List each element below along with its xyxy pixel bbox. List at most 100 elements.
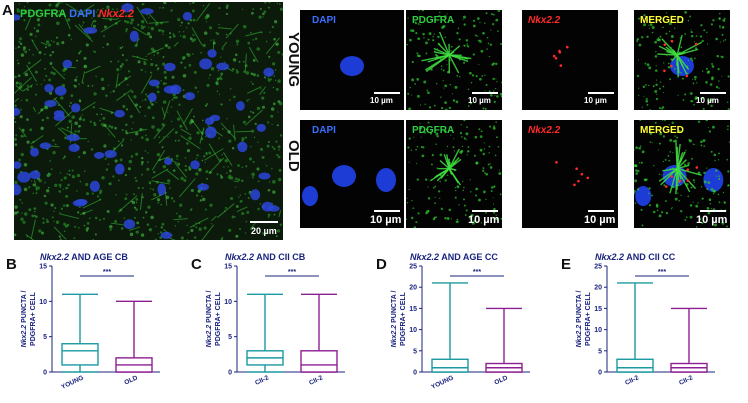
- y-tick-label: 10: [39, 299, 47, 306]
- chart-title-rest: AND AGE CC: [439, 252, 498, 262]
- chart-svg: Nkx2.2 PUNCTA / PDGFRA+ CELL 0 5 10 15 20 25 CII…: [576, 264, 715, 387]
- channel-panel-young-pdgfra: PDGFRA 10 µm: [406, 10, 502, 110]
- box-2: [670, 307, 708, 373]
- y-tick-label: 25: [409, 264, 417, 271]
- chart-b: Nkx2.2 PUNCTA / PDGFRA+ CELL 0 5 10 15 YOUNG OL…: [0, 250, 185, 400]
- scale-text: 10 µm: [468, 96, 491, 105]
- y-tick-label: 25: [594, 264, 602, 271]
- chart-c: Nkx2.2 PUNCTA / PDGFRA+ CELL 0 5 10 15 CII-2 CI…: [185, 250, 370, 400]
- overview-label-dapi: DAPI: [69, 8, 96, 20]
- y-axis-label: Nkx2.2 PUNCTA /: [21, 291, 28, 348]
- overview-image: [14, 2, 283, 240]
- scale-bar: [700, 92, 726, 94]
- y-tick-label: 5: [228, 334, 232, 341]
- channel-label: MERGED: [640, 15, 684, 26]
- box-1: [61, 293, 99, 373]
- y-tick-label: 5: [413, 348, 417, 355]
- y-tick-label: 20: [409, 285, 417, 292]
- y-tick-label: 0: [598, 370, 602, 377]
- y-axis-label-line2: PDGFRA+ CELL: [585, 291, 592, 346]
- scale-text: 10 µm: [370, 214, 402, 226]
- channel-label: DAPI: [312, 125, 336, 136]
- channel-panel-young-nkx22: Nkx2.2 10 µm: [522, 10, 618, 110]
- x-tick-label: YOUNG: [430, 374, 455, 390]
- channel-panel-old-dapi: DAPI 10 µm: [300, 120, 404, 228]
- y-tick-label: 10: [409, 327, 417, 334]
- chart-title-gene: Nkx2.2: [410, 252, 440, 262]
- box-2: [300, 293, 338, 373]
- overview-micrograph: PDGFRA DAPI Nkx2.2 20 µm: [14, 2, 283, 240]
- chart-svg: Nkx2.2 PUNCTA / PDGFRA+ CELL 0 5 10 15 YOUNG OL…: [21, 264, 160, 391]
- chart-title-rest: AND CII CC: [624, 252, 676, 262]
- scale-bar: [472, 210, 498, 212]
- box-2: [485, 307, 523, 373]
- scale-text: 10 µm: [584, 214, 616, 226]
- chart-svg: Nkx2.2 PUNCTA / PDGFRA+ CELL 0 5 10 15 20 25 YOU…: [391, 264, 530, 391]
- channel-label: PDGFRA: [412, 15, 455, 26]
- chart-title-gene: Nkx2.2: [40, 252, 70, 262]
- chart-letter: E: [561, 256, 572, 273]
- x-tick-label: CII-2: [254, 374, 270, 386]
- y-axis-label: Nkx2.2 PUNCTA /: [576, 291, 583, 348]
- significance-label: ***: [103, 269, 111, 276]
- y-tick-label: 20: [594, 285, 602, 292]
- chart-d: Nkx2.2 PUNCTA / PDGFRA+ CELL 0 5 10 15 20 25 YOU…: [370, 250, 555, 400]
- chart-svg: Nkx2.2 PUNCTA / PDGFRA+ CELL 0 5 10 15 CII-2 CI…: [206, 264, 345, 387]
- chart-letter: D: [376, 256, 387, 273]
- box-1: [246, 293, 284, 373]
- y-tick-label: 15: [224, 264, 232, 271]
- y-tick-label: 15: [594, 306, 602, 313]
- y-tick-label: 10: [224, 299, 232, 306]
- x-tick-label: CII-2: [308, 374, 324, 386]
- scale-text: 10 µm: [696, 96, 719, 105]
- overview-scale-bar: [250, 221, 278, 223]
- y-tick-label: 0: [43, 370, 47, 377]
- chart-title-gene: Nkx2.2: [595, 252, 625, 262]
- chart-title-rest: AND CII CB: [254, 252, 306, 262]
- y-axis-label-line2: PDGFRA+ CELL: [400, 291, 407, 346]
- chart-title: Nkx2.2 AND CII CB: [225, 252, 305, 262]
- box-1: [616, 282, 654, 373]
- channel-panel-old-merged: MERGED 10 µm: [634, 120, 730, 228]
- y-tick-label: 5: [598, 348, 602, 355]
- x-tick-label: YOUNG: [60, 374, 85, 390]
- significance-label: ***: [288, 269, 296, 276]
- scale-bar: [700, 210, 726, 212]
- channel-label: Nkx2.2: [528, 125, 561, 136]
- y-axis-label: Nkx2.2 PUNCTA /: [206, 291, 213, 348]
- scale-text: 10 µm: [696, 214, 728, 226]
- channel-panel-old-nkx22: Nkx2.2 10 µm: [522, 120, 618, 228]
- channel-panel-old-pdgfra: PDGFRA 10 µm: [406, 120, 502, 228]
- chart-letter: C: [191, 256, 202, 273]
- y-tick-label: 5: [43, 334, 47, 341]
- y-tick-label: 0: [413, 370, 417, 377]
- box-iqr: [616, 358, 654, 373]
- chart-title-rest: AND AGE CB: [69, 252, 128, 262]
- overview-scale-text: 20 µm: [251, 226, 277, 236]
- chart-title-gene: Nkx2.2: [225, 252, 255, 262]
- scale-text: 10 µm: [584, 96, 607, 105]
- scale-text: 10 µm: [468, 214, 500, 226]
- panel-a-letter: A: [2, 2, 13, 19]
- significance-label: ***: [658, 269, 666, 276]
- channel-panel-young-merged: MERGED 10 µm: [634, 10, 730, 110]
- x-tick-label: OLD: [493, 374, 509, 386]
- channel-label: PDGFRA: [412, 125, 455, 136]
- scale-bar: [374, 92, 400, 94]
- overview-channel-labels: PDGFRA DAPI Nkx2.2: [20, 8, 134, 20]
- significance-label: ***: [473, 269, 481, 276]
- x-tick-label: OLD: [123, 374, 139, 386]
- y-tick-label: 15: [409, 306, 417, 313]
- channel-panel-young-dapi: DAPI 10 µm: [300, 10, 404, 110]
- x-tick-label: CII-2: [624, 374, 640, 386]
- overview-label-pdgfra: PDGFRA: [20, 8, 67, 20]
- scale-bar: [588, 92, 614, 94]
- channel-label: MERGED: [640, 125, 684, 136]
- chart-title: Nkx2.2 AND AGE CC: [410, 252, 498, 262]
- x-tick-label: CII-2: [678, 374, 694, 386]
- scale-bar: [374, 210, 400, 212]
- y-tick-label: 10: [594, 327, 602, 334]
- chart-e: Nkx2.2 PUNCTA / PDGFRA+ CELL 0 5 10 15 20 25 CII…: [555, 250, 740, 400]
- box-iqr: [300, 350, 338, 373]
- overview-label-nkx: Nkx2.2: [98, 8, 134, 20]
